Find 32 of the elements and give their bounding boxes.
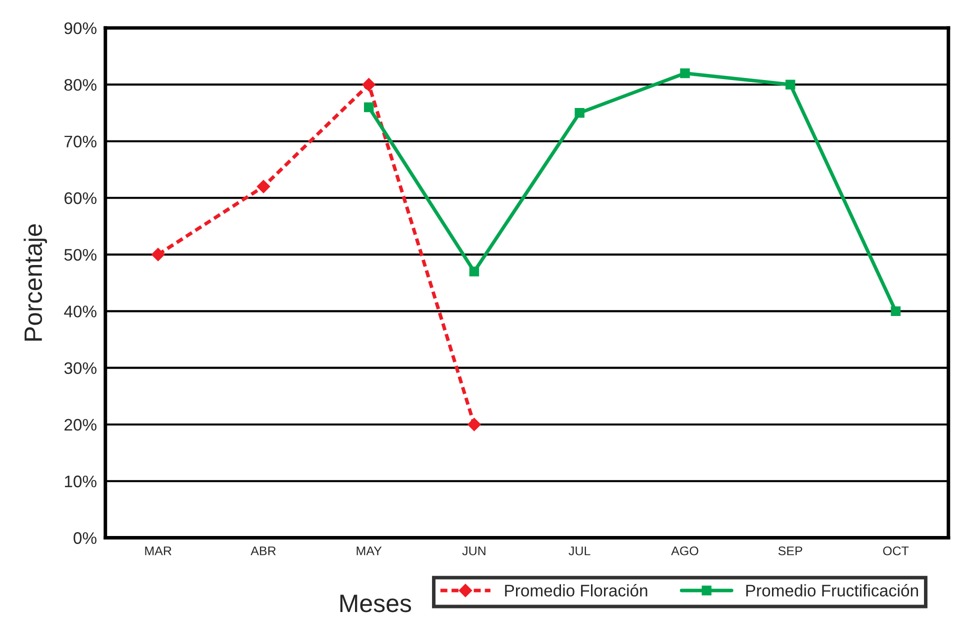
- point: [680, 68, 690, 78]
- x-tick-label: OCT: [883, 546, 909, 556]
- y-tick-label: 0%: [74, 532, 96, 544]
- y-tick-label: 50%: [64, 248, 96, 261]
- point: [468, 418, 481, 432]
- legend-label: Promedio Fructificación: [746, 584, 918, 596]
- x-axis-title: Meses: [340, 594, 412, 612]
- point: [256, 180, 270, 194]
- x-tick-label: MAR: [145, 546, 172, 556]
- x-tick-label: MAY: [356, 546, 382, 556]
- point: [469, 266, 480, 276]
- y-tick-label: 60%: [64, 192, 96, 204]
- y-tick-label: 20%: [64, 418, 96, 431]
- x-tick-label: JUN: [462, 546, 486, 556]
- y-tick-label: 40%: [64, 306, 96, 318]
- point: [890, 306, 901, 316]
- point: [574, 108, 584, 118]
- y-tick-label: 70%: [64, 136, 96, 148]
- y-axis-title: Porcentaje: [24, 224, 48, 341]
- y-tick-label: 10%: [64, 476, 96, 488]
- legend-label: Promedio Floración: [505, 584, 648, 596]
- point: [364, 102, 374, 112]
- x-tick-label: AGO: [671, 546, 698, 556]
- point: [151, 248, 165, 262]
- y-tick-label: 90%: [64, 22, 96, 34]
- x-tick-label: JUL: [568, 546, 590, 556]
- x-tick-label: SEP: [778, 546, 802, 556]
- point: [785, 80, 796, 90]
- y-tick-label: 30%: [64, 362, 96, 374]
- point: [362, 78, 376, 92]
- x-tick-label: ABR: [250, 546, 276, 556]
- y-tick-label: 80%: [64, 78, 96, 91]
